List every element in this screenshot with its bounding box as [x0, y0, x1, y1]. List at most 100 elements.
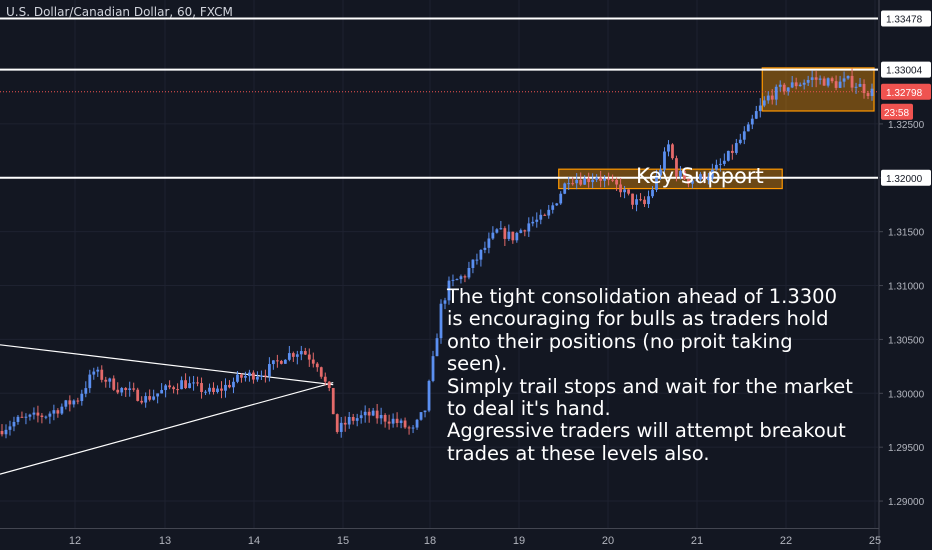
- candle-body: [647, 196, 650, 205]
- candle-body: [367, 411, 371, 416]
- candle-body: [487, 238, 491, 248]
- candle-body: [611, 179, 615, 181]
- candle-body: [543, 214, 547, 216]
- price-tick-label: 1.30000: [888, 389, 925, 400]
- candle-body: [72, 400, 76, 405]
- time-tick-label: 14: [248, 535, 260, 547]
- candle-body: [379, 414, 383, 419]
- support-resistance-zone: [761, 67, 875, 112]
- candle-body: [635, 199, 638, 205]
- candle-body: [846, 75, 850, 79]
- candle-body: [363, 411, 367, 416]
- countdown-box: [881, 103, 913, 120]
- candle-body: [858, 83, 862, 87]
- candle-body: [100, 369, 104, 380]
- candle-body: [228, 384, 231, 388]
- candle-body: [671, 144, 674, 159]
- candle-body: [60, 406, 64, 414]
- candle-body: [722, 160, 726, 164]
- candle-body: [295, 354, 299, 357]
- candle-body: [8, 426, 12, 430]
- candle-body: [112, 378, 116, 390]
- candle-body: [80, 393, 84, 402]
- candle-body: [730, 150, 734, 153]
- trendlines[interactable]: [0, 344, 334, 475]
- candle-body: [463, 276, 467, 278]
- candle-body: [168, 385, 172, 388]
- candle-body: [299, 351, 303, 355]
- candle-body: [718, 163, 722, 165]
- candle-body: [56, 410, 60, 414]
- trendline[interactable]: [0, 381, 334, 475]
- candle-body: [527, 223, 531, 232]
- candles: [0, 68, 874, 439]
- candle-body: [599, 177, 603, 181]
- candle-body: [834, 81, 838, 88]
- candle-body: [431, 356, 435, 381]
- candle-body: [124, 388, 128, 390]
- candle-body: [659, 169, 662, 176]
- candle-body: [407, 427, 411, 429]
- analysis-annotation: The tight consolidation ahead of 1.3300 …: [447, 285, 857, 465]
- candle-body: [687, 179, 690, 184]
- candle-body: [583, 178, 587, 185]
- candle-body: [172, 387, 176, 390]
- candle-body: [695, 179, 698, 181]
- candle-body: [184, 380, 187, 389]
- candle-body: [587, 178, 591, 183]
- candle-body: [12, 421, 16, 427]
- candle-body: [818, 78, 822, 80]
- candle-body: [419, 412, 423, 420]
- candle-body: [579, 179, 583, 185]
- candle-body: [699, 174, 702, 180]
- candle-body: [399, 420, 403, 424]
- candle-body: [283, 359, 287, 364]
- candle-body: [307, 354, 311, 360]
- candle-body: [48, 413, 52, 417]
- candle-body: [778, 84, 782, 87]
- candle-body: [287, 353, 291, 360]
- candle-body: [224, 384, 227, 391]
- candle-body: [347, 417, 351, 425]
- candle-body: [766, 95, 770, 101]
- price-tick-label: 1.31000: [888, 282, 925, 293]
- candle-body: [92, 371, 96, 375]
- candle-body: [451, 279, 455, 281]
- candle-body: [140, 400, 144, 403]
- price-label: 1.32000: [886, 174, 923, 185]
- candle-body: [499, 228, 503, 230]
- price-label-box: [881, 61, 931, 78]
- candle-body: [798, 84, 802, 87]
- candle-body: [319, 367, 323, 377]
- horizontal-levels[interactable]: [0, 17, 878, 179]
- trendline[interactable]: [0, 344, 334, 386]
- candle-body: [651, 189, 654, 197]
- candle-body: [200, 383, 203, 392]
- candle-body: [371, 410, 375, 416]
- candle-body: [108, 378, 112, 382]
- candle-body: [862, 83, 866, 94]
- candle-body: [335, 414, 339, 432]
- candle-body: [854, 86, 858, 88]
- candle-body: [623, 189, 626, 193]
- candle-body: [826, 78, 830, 86]
- time-tick-label: 18: [424, 535, 436, 547]
- candle-body: [395, 418, 399, 424]
- candle-body: [323, 376, 327, 382]
- candle-body: [683, 170, 686, 180]
- candle-body: [44, 416, 48, 418]
- candle-body: [327, 381, 331, 388]
- candle-body: [467, 267, 471, 278]
- candle-body: [675, 158, 678, 177]
- candle-body: [794, 82, 798, 87]
- candle-body: [164, 385, 168, 391]
- candle-body: [267, 364, 271, 377]
- price-tick-label: 1.29000: [888, 497, 925, 508]
- candle-body: [359, 415, 363, 419]
- candle-body: [738, 139, 742, 144]
- candle-body: [156, 393, 160, 397]
- candle-body: [663, 151, 666, 170]
- candle-body: [128, 388, 132, 390]
- candle-body: [842, 78, 846, 82]
